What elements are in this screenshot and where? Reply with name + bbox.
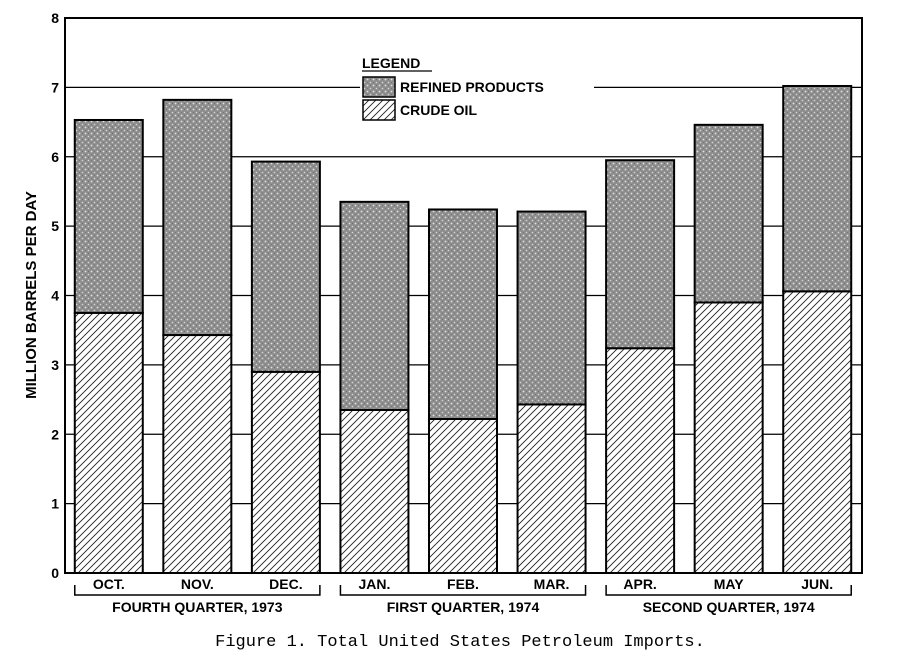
bar-crude-oil [73,311,144,574]
y-tick-label: 2 [51,426,59,442]
legend-background [360,68,594,124]
x-tick-label: MAR. [534,576,570,592]
bar-crude-oil [339,408,410,574]
y-tick-label: 7 [51,79,59,95]
x-tick-label: JAN. [358,576,390,592]
quarter-label: FIRST QUARTER, 1974 [387,599,540,615]
legend-label-refined-products: REFINED PRODUCTS [400,79,544,95]
legend-label-crude-oil: CRUDE OIL [400,102,477,118]
quarter-bracket [74,585,321,596]
legend-swatch-crude-oil [362,99,396,121]
y-tick-label: 5 [51,218,59,234]
plot-frame [64,17,863,574]
quarter-label: FOURTH QUARTER, 1973 [112,599,283,615]
bar-refined-products [162,98,233,337]
quarter-bracket [339,585,587,596]
x-tick-label: APR. [623,576,656,592]
bar-refined-products [693,123,764,304]
bar-crude-oil [782,290,853,574]
x-tick-label: DEC. [269,576,302,592]
y-tick-label: 3 [51,357,59,373]
bar-crude-oil [516,403,587,575]
bar-crude-oil [693,301,764,574]
x-tick-label: OCT. [93,576,125,592]
y-axis-label: MILLION BARRELS PER DAY [23,191,40,399]
bar-crude-oil [605,347,676,574]
x-tick-label: FEB. [447,576,479,592]
legend-swatch-refined-products [362,76,396,98]
bar-refined-products [428,208,498,420]
bar-refined-products [516,210,587,406]
bar-refined-products [339,200,410,411]
bar-refined-products [782,84,853,293]
bar-crude-oil [250,370,321,574]
bar-refined-products [250,160,321,373]
y-tick-label: 1 [51,496,59,512]
figure-caption: Figure 1. Total United States Petroleum … [215,633,705,652]
y-tick-label: 8 [51,10,59,26]
y-tick-label: 4 [51,288,59,304]
legend: LEGEND REFINED PRODUCTS CRUDE OIL [360,55,594,124]
x-tick-label: NOV. [181,576,214,592]
bar-refined-products [73,118,144,314]
bar-crude-oil [428,417,498,574]
y-tick-label: 6 [51,149,59,165]
legend-title: LEGEND [362,55,420,71]
quarter-label: SECOND QUARTER, 1974 [643,599,815,615]
bar-refined-products [605,159,676,350]
quarter-bracket [605,585,852,596]
x-tick-label: MAY [714,576,744,592]
x-tick-label: JUN. [801,576,833,592]
y-tick-label: 0 [51,565,59,581]
bar-crude-oil [162,334,233,575]
